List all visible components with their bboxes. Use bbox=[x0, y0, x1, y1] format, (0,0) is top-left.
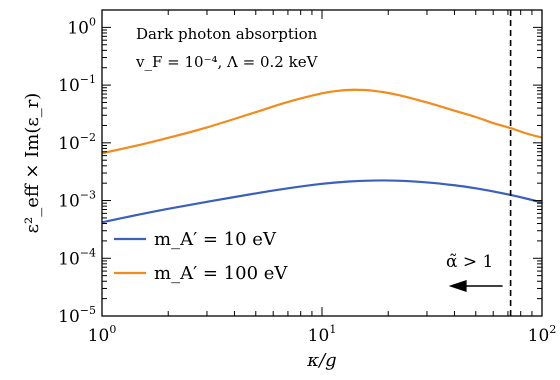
y-tick-label: 100 bbox=[67, 15, 96, 38]
legend: m_A′ = 10 eV m_A′ = 100 eV bbox=[114, 229, 288, 284]
x-axis-label: κ/g bbox=[306, 350, 336, 371]
threshold-arrow bbox=[448, 280, 503, 292]
series-layer bbox=[101, 88, 543, 224]
y-tick-label: 10−3 bbox=[58, 189, 96, 212]
y-tick-label: 10−2 bbox=[58, 131, 96, 154]
legend-label-100ev: m_A′ = 100 eV bbox=[154, 263, 288, 284]
y-tick-label: 10−1 bbox=[58, 73, 96, 96]
y-tick-label: 10−5 bbox=[58, 304, 96, 327]
series-line-0 bbox=[101, 179, 543, 224]
annotation-params: v_F = 10⁻⁴, Λ = 0.2 keV bbox=[135, 53, 319, 71]
x-tick-label: 100 bbox=[88, 323, 117, 346]
x-tick-label: 102 bbox=[528, 323, 557, 346]
tick-layer: 100 101 102 100 10−1 10−2 10−3 10−4 10−5 bbox=[58, 9, 557, 346]
series-line-1 bbox=[101, 88, 543, 155]
y-axis-label: ε²_eff × Im(ε_r) bbox=[22, 93, 43, 234]
legend-label-10ev: m_A′ = 10 eV bbox=[154, 229, 277, 250]
threshold-arrow-head bbox=[448, 280, 467, 292]
x-tick-label: 101 bbox=[308, 323, 337, 346]
threshold-label: α̃ > 1 bbox=[446, 252, 493, 272]
annotation-title: Dark photon absorption bbox=[136, 25, 318, 43]
y-tick-label: 10−4 bbox=[58, 246, 96, 269]
